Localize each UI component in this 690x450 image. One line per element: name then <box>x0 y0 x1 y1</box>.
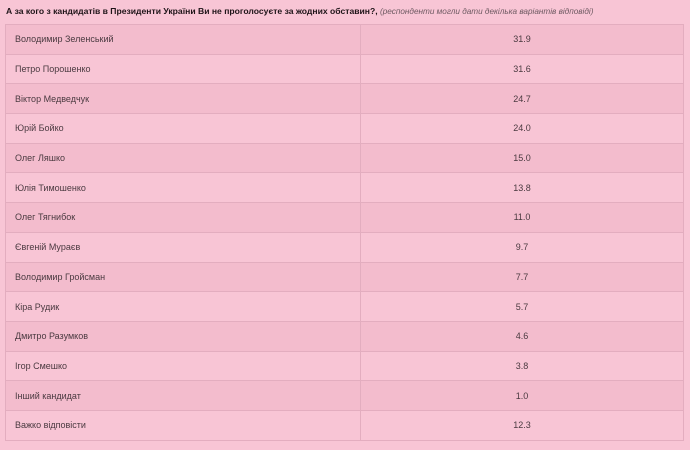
percent-value: 1.0 <box>360 380 684 411</box>
candidate-name: Володимир Зеленський <box>5 24 361 55</box>
table-row: Олег Тягнибок 11.0 <box>5 202 684 233</box>
table-row: Кіра Рудик 5.7 <box>5 291 684 322</box>
percent-value: 5.7 <box>360 291 684 322</box>
percent-value: 3.8 <box>360 350 684 382</box>
table-row: Євгеній Мураєв 9.7 <box>5 231 684 263</box>
table-row: Інший кандидат 1.0 <box>5 380 684 411</box>
candidate-name: Юлія Тимошенко <box>5 172 361 204</box>
table-row: Ігор Смешко 3.8 <box>5 350 684 382</box>
table-row: Важко відповісти 12.3 <box>5 409 684 441</box>
table-row: Юрій Бойко 24.0 <box>5 113 684 144</box>
percent-value: 7.7 <box>360 261 684 293</box>
candidate-name: Важко відповісти <box>5 409 361 441</box>
table-row: Віктор Медведчук 24.7 <box>5 83 684 115</box>
percent-value: 4.6 <box>360 320 684 352</box>
candidate-name: Євгеній Мураєв <box>5 231 361 263</box>
question-note: (респонденти могли дати декілька варіант… <box>380 7 594 16</box>
percent-value: 31.9 <box>360 24 684 55</box>
candidate-name: Петро Порошенко <box>5 53 361 85</box>
candidate-name: Олег Ляшко <box>5 142 361 174</box>
candidate-name: Інший кандидат <box>5 380 361 411</box>
percent-value: 15.0 <box>360 142 684 174</box>
percent-value: 11.0 <box>360 202 684 233</box>
table-row: Юлія Тимошенко 13.8 <box>5 172 684 204</box>
candidate-name: Кіра Рудик <box>5 291 361 322</box>
candidate-name: Ігор Смешко <box>5 350 361 382</box>
candidate-name: Юрій Бойко <box>5 113 361 144</box>
question-text: А за кого з кандидатів в Президенти Укра… <box>6 6 378 16</box>
table-row: Володимир Гройсман 7.7 <box>5 261 684 293</box>
table-row: Дмитро Разумков 4.6 <box>5 320 684 352</box>
candidate-name: Віктор Медведчук <box>5 83 361 115</box>
candidate-name: Олег Тягнибок <box>5 202 361 233</box>
percent-value: 13.8 <box>360 172 684 204</box>
table-row: Олег Ляшко 15.0 <box>5 142 684 174</box>
percent-value: 31.6 <box>360 53 684 85</box>
table-row: Володимир Зеленський 31.9 <box>5 24 684 55</box>
table-row: Петро Порошенко 31.6 <box>5 53 684 85</box>
percent-value: 24.7 <box>360 83 684 115</box>
percent-value: 12.3 <box>360 409 684 441</box>
results-table: Володимир Зеленський 31.9 Петро Порошенко 3… <box>5 24 684 441</box>
candidate-name: Володимир Гройсман <box>5 261 361 293</box>
candidate-name: Дмитро Разумков <box>5 320 361 352</box>
percent-value: 9.7 <box>360 231 684 263</box>
table-caption: А за кого з кандидатів в Президенти Укра… <box>6 6 684 17</box>
percent-value: 24.0 <box>360 113 684 144</box>
